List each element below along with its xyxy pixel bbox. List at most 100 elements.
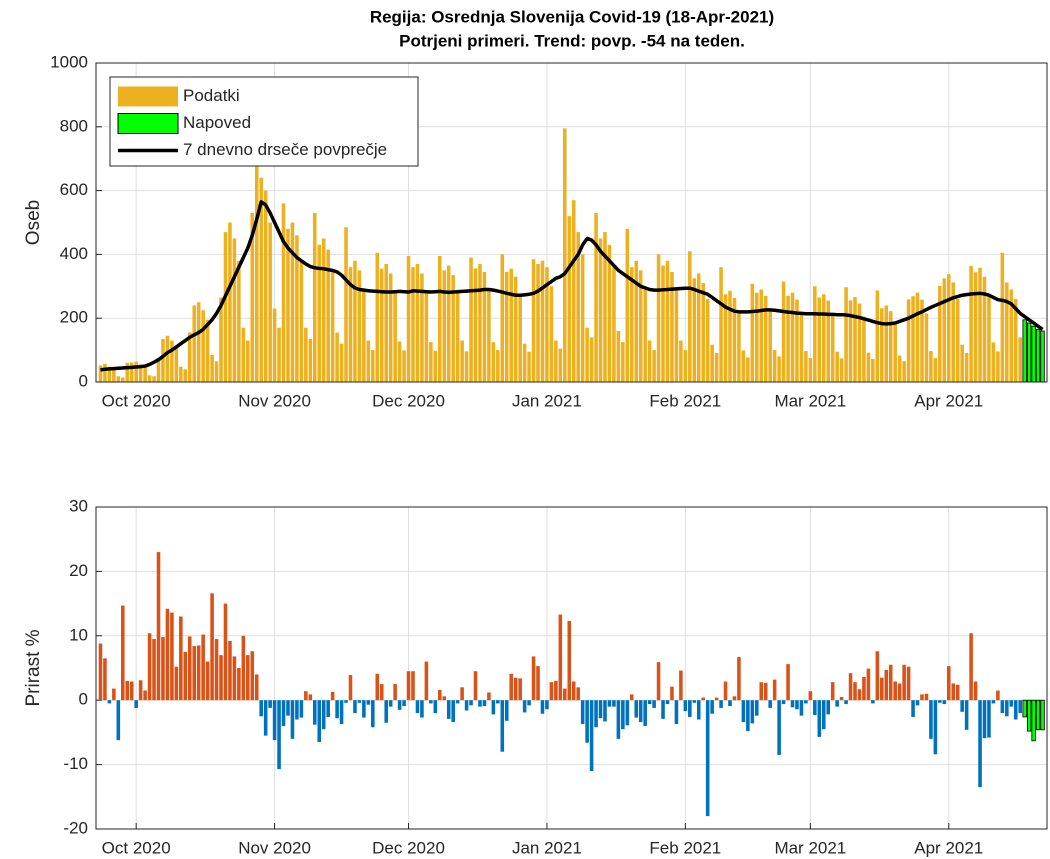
bar xyxy=(451,275,455,382)
bar xyxy=(107,700,112,704)
bar xyxy=(576,232,580,382)
x-tick-label: Feb 2021 xyxy=(649,838,721,857)
bar xyxy=(880,677,884,701)
bar xyxy=(286,228,290,382)
bar xyxy=(777,700,781,755)
bar xyxy=(955,299,960,382)
bar xyxy=(915,292,920,382)
x-tick-label: Oct 2020 xyxy=(102,391,171,410)
bar xyxy=(326,249,330,382)
bar xyxy=(232,656,237,701)
bar xyxy=(946,274,951,382)
bar xyxy=(482,271,487,382)
bar xyxy=(772,350,777,382)
bar xyxy=(295,235,299,382)
bar xyxy=(768,700,772,708)
bar xyxy=(348,675,353,701)
plot-area: 0 200 400 600 800 1000 Oct 2020 Nov 2020 Dec 202… xyxy=(23,52,1048,410)
bar xyxy=(906,299,911,382)
bar xyxy=(1005,700,1009,717)
bar xyxy=(170,340,174,382)
bar xyxy=(674,700,679,725)
bar xyxy=(491,700,496,715)
bar xyxy=(384,263,388,382)
bar xyxy=(996,351,1000,382)
bar xyxy=(951,282,956,382)
bar xyxy=(183,651,188,701)
bar xyxy=(598,238,603,382)
bar xyxy=(455,291,460,382)
bar xyxy=(862,677,866,701)
bar xyxy=(612,700,616,707)
bar xyxy=(621,342,625,382)
bar xyxy=(866,668,871,701)
bar xyxy=(719,267,723,382)
y-tick-label: 1000 xyxy=(50,52,88,71)
bar xyxy=(813,286,817,382)
bar xyxy=(116,376,121,382)
bar xyxy=(210,593,214,701)
y-tick-label: 0 xyxy=(79,371,88,390)
bar xyxy=(594,700,598,728)
bar xyxy=(933,358,938,382)
bar xyxy=(938,285,942,382)
bar xyxy=(790,700,795,708)
bar xyxy=(295,700,299,720)
bar xyxy=(540,700,545,714)
bar xyxy=(308,694,313,701)
x-tick-label: Jan 2021 xyxy=(512,391,582,410)
bar xyxy=(616,330,621,382)
bar xyxy=(1035,699,1041,731)
bar xyxy=(237,260,241,382)
y-tick-label: 200 xyxy=(60,308,88,327)
bar xyxy=(125,680,130,701)
bar xyxy=(536,666,540,701)
bar xyxy=(871,700,875,704)
bar xyxy=(545,700,549,710)
bar xyxy=(813,700,817,716)
bar xyxy=(853,682,857,701)
bar xyxy=(563,128,567,382)
bar xyxy=(317,700,322,743)
y-tick-label: 800 xyxy=(60,116,88,135)
bar xyxy=(656,662,661,701)
bar xyxy=(692,700,697,703)
bar xyxy=(143,690,147,701)
bar xyxy=(384,700,388,723)
chart-subtitle: Potrjeni primeri. Trend: povp. -54 na te… xyxy=(399,31,745,50)
bar xyxy=(156,360,161,382)
bar xyxy=(469,257,473,382)
bar xyxy=(371,350,375,382)
bar xyxy=(348,267,353,382)
bar xyxy=(420,273,424,382)
bar xyxy=(554,340,558,382)
bar xyxy=(183,369,188,382)
bar xyxy=(522,700,527,713)
y-axis-label: Oseb xyxy=(23,200,44,245)
bar xyxy=(719,700,723,708)
legend-swatch xyxy=(117,113,179,134)
bar xyxy=(187,636,192,701)
x-tick-label: Nov 2020 xyxy=(238,838,311,857)
bar xyxy=(786,295,790,382)
bar xyxy=(482,700,487,706)
bar xyxy=(915,700,920,706)
y-tick-label: 10 xyxy=(69,625,88,644)
bar xyxy=(960,700,964,712)
bar xyxy=(991,700,996,704)
bar xyxy=(835,351,839,382)
bar xyxy=(585,700,589,743)
bar xyxy=(871,359,875,382)
bar xyxy=(799,700,804,716)
bar xyxy=(603,700,607,722)
legend-swatch xyxy=(118,86,178,107)
bar xyxy=(312,212,317,382)
bar xyxy=(129,681,134,701)
bar xyxy=(580,254,585,382)
bar xyxy=(638,700,643,723)
bar xyxy=(826,700,831,715)
bar xyxy=(545,267,549,382)
bar xyxy=(786,664,790,701)
bar xyxy=(629,694,634,701)
